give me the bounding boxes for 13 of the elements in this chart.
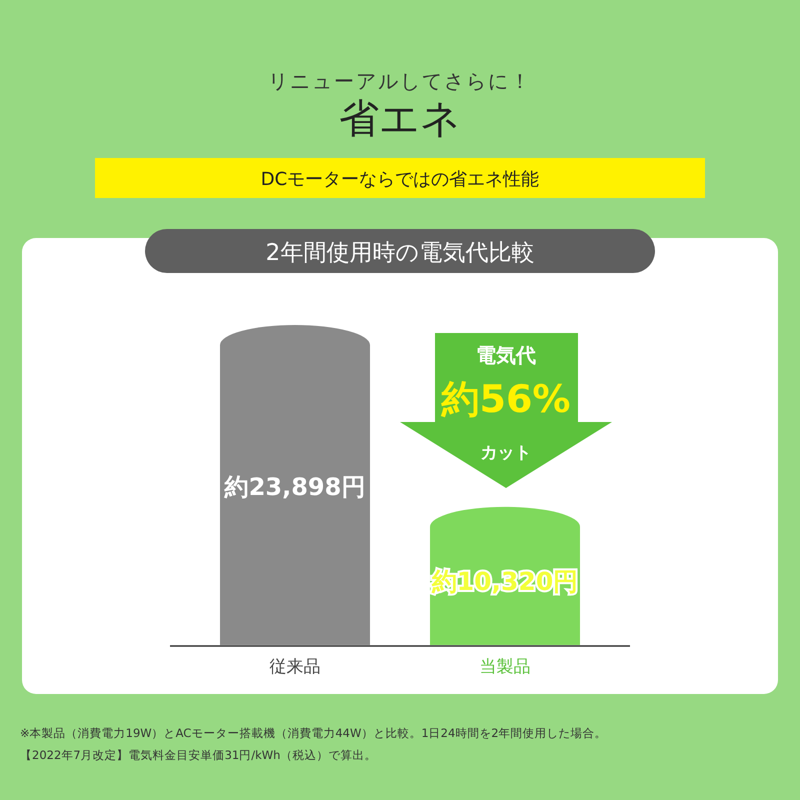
x-tick-label: 当製品 [480, 657, 530, 677]
text: 【2022年7月改定】電気料金目安単価31円/kWh（税込）で算出。 [20, 748, 376, 762]
annotation: 約56% [440, 377, 570, 421]
data-label: 約23,898円 [224, 473, 366, 501]
text: ※本製品（消費電力19W）とACモーター搭載機（消費電力44W）と比較。1日24時間を2年間使用した場合。 [20, 726, 607, 740]
data-label: 約10,320円 [430, 567, 578, 596]
text: 省エネ [339, 96, 461, 142]
x-tick-label: 従来品 [270, 657, 320, 677]
annotation: カット [480, 443, 532, 463]
annotation: 電気代 [476, 343, 536, 367]
chart-title: 2年間使用時の電気代比較 [266, 240, 534, 266]
text: リニューアルしてさらに！ [268, 69, 532, 93]
text: DCモーターならではの省エネ性能 [260, 169, 540, 190]
